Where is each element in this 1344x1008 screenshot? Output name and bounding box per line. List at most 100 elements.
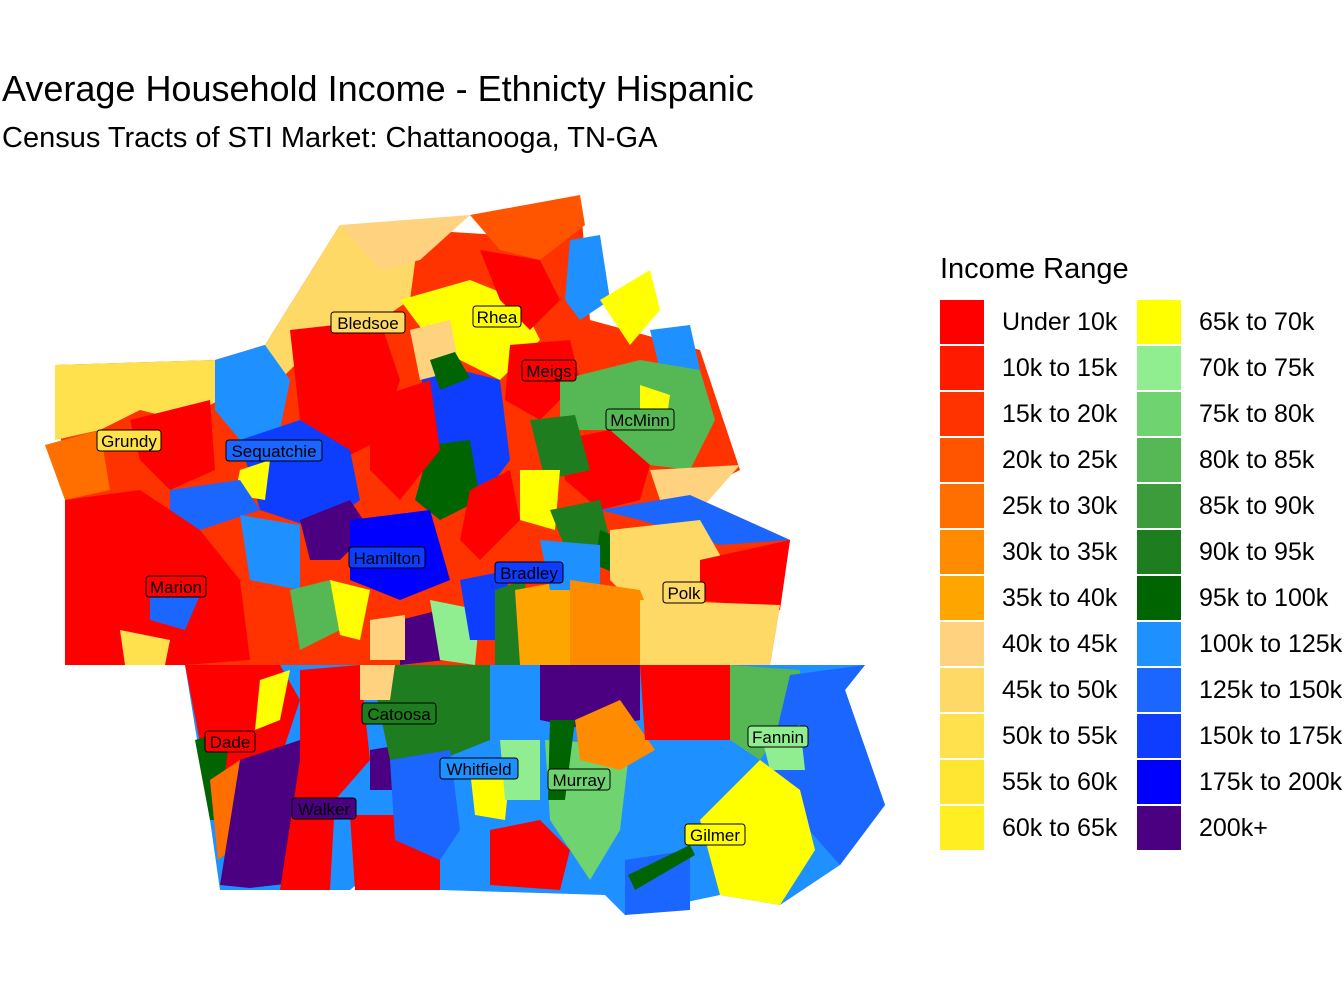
- county-label-bledsoe: Bledsoe: [330, 311, 406, 334]
- county-label-whitfield: Whitfield: [439, 757, 519, 780]
- tract: [500, 740, 540, 800]
- legend-title: Income Range: [940, 253, 1129, 285]
- county-name: Whitfield: [446, 760, 511, 779]
- county-name: Dade: [210, 733, 251, 752]
- legend-item: 75k to 80k: [1137, 392, 1344, 438]
- legend-swatch: [1137, 760, 1181, 804]
- legend: Under 10k 10k to 15k 15k to 20k 20k to 25k 2…: [940, 300, 1344, 860]
- county-name: Bradley: [500, 564, 558, 583]
- legend-swatch: [940, 714, 984, 758]
- county-name: Hamilton: [353, 549, 420, 568]
- county-label-dade: Dade: [204, 730, 256, 753]
- county-labels: Bledsoe Rhea Meigs McMinn Grundy Sequatc…: [96, 305, 809, 846]
- tract: [530, 415, 590, 480]
- legend-label: 100k to 125k: [1199, 630, 1343, 658]
- county-label-fannin: Fannin: [747, 725, 809, 748]
- legend-swatch: [1137, 806, 1181, 850]
- legend-label: 35k to 40k: [1002, 584, 1118, 612]
- tract-shapes: [45, 195, 885, 915]
- tract: [515, 580, 575, 665]
- tract: [480, 250, 560, 330]
- tract: [700, 760, 815, 905]
- legend-swatch: [940, 760, 984, 804]
- legend-label: 90k to 95k: [1199, 538, 1315, 566]
- legend-item: 95k to 100k: [1137, 576, 1344, 622]
- legend-item: 20k to 25k: [940, 438, 1150, 484]
- legend-item: 85k to 90k: [1137, 484, 1344, 530]
- tract: [370, 615, 405, 660]
- county-name: Meigs: [526, 362, 571, 381]
- tract: [360, 665, 395, 700]
- legend-swatch: [940, 484, 984, 528]
- county-label-gilmer: Gilmer: [684, 823, 746, 846]
- legend-label: 55k to 60k: [1002, 768, 1118, 796]
- tract: [490, 820, 570, 890]
- tract: [130, 400, 215, 490]
- county-label-mcminn: McMinn: [605, 408, 675, 431]
- legend-label: 25k to 30k: [1002, 492, 1118, 520]
- county-name: Murray: [553, 771, 606, 790]
- legend-item: 50k to 55k: [940, 714, 1150, 760]
- legend-swatch: [940, 438, 984, 482]
- legend-label: 50k to 55k: [1002, 722, 1118, 750]
- legend-label: 150k to 175k: [1199, 722, 1343, 750]
- tract: [255, 670, 290, 730]
- legend-swatch: [1137, 346, 1181, 390]
- legend-swatch: [940, 346, 984, 390]
- legend-item: 15k to 20k: [940, 392, 1150, 438]
- county-label-walker: Walker: [291, 797, 357, 820]
- legend-label: 95k to 100k: [1199, 584, 1329, 612]
- county-label-marion: Marion: [145, 575, 207, 598]
- legend-label: 125k to 150k: [1199, 676, 1343, 704]
- county-label-grundy: Grundy: [96, 429, 162, 452]
- legend-item: 25k to 30k: [940, 484, 1150, 530]
- tract: [628, 845, 695, 890]
- legend-swatch: [940, 300, 984, 344]
- legend-label: 65k to 70k: [1199, 308, 1315, 336]
- legend-item: 45k to 50k: [940, 668, 1150, 714]
- legend-item: 80k to 85k: [1137, 438, 1344, 484]
- tract: [45, 430, 110, 500]
- legend-label: 80k to 85k: [1199, 446, 1315, 474]
- tract: [700, 540, 790, 610]
- county-name: McMinn: [610, 411, 670, 430]
- tract: [340, 215, 470, 270]
- county-name: Marion: [150, 578, 202, 597]
- tract: [370, 380, 440, 500]
- legend-item: 40k to 45k: [940, 622, 1150, 668]
- legend-label: 200k+: [1199, 814, 1268, 842]
- legend-item: 175k to 200k: [1137, 760, 1344, 806]
- tract: [640, 600, 780, 665]
- legend-swatch: [1137, 438, 1181, 482]
- tract: [640, 665, 730, 740]
- legend-item: 150k to 175k: [1137, 714, 1344, 760]
- tract: [210, 760, 240, 860]
- legend-label: 45k to 50k: [1002, 676, 1118, 704]
- tract: [280, 665, 370, 890]
- tract: [150, 590, 200, 630]
- legend-item: 125k to 150k: [1137, 668, 1344, 714]
- legend-item: 55k to 60k: [940, 760, 1150, 806]
- legend-swatch: [940, 806, 984, 850]
- legend-label: 10k to 15k: [1002, 354, 1118, 382]
- tract: [565, 235, 610, 320]
- tract: [290, 580, 340, 650]
- legend-label: 20k to 25k: [1002, 446, 1118, 474]
- tract: [430, 352, 470, 390]
- legend-swatch: [940, 392, 984, 436]
- legend-swatch: [1137, 714, 1181, 758]
- legend-label: 175k to 200k: [1199, 768, 1343, 796]
- county-name: Fannin: [752, 728, 804, 747]
- legend-swatch: [1137, 530, 1181, 574]
- county-label-bradley: Bradley: [494, 561, 564, 584]
- legend-item: 90k to 95k: [1137, 530, 1344, 576]
- legend-label: 40k to 45k: [1002, 630, 1118, 658]
- legend-item: 30k to 35k: [940, 530, 1150, 576]
- tract: [575, 700, 655, 770]
- legend-swatch: [940, 576, 984, 620]
- legend-label: 70k to 75k: [1199, 354, 1315, 382]
- legend-item: 100k to 125k: [1137, 622, 1344, 668]
- legend-label: 85k to 90k: [1199, 492, 1315, 520]
- legend-swatch: [1137, 392, 1181, 436]
- legend-swatch: [940, 622, 984, 666]
